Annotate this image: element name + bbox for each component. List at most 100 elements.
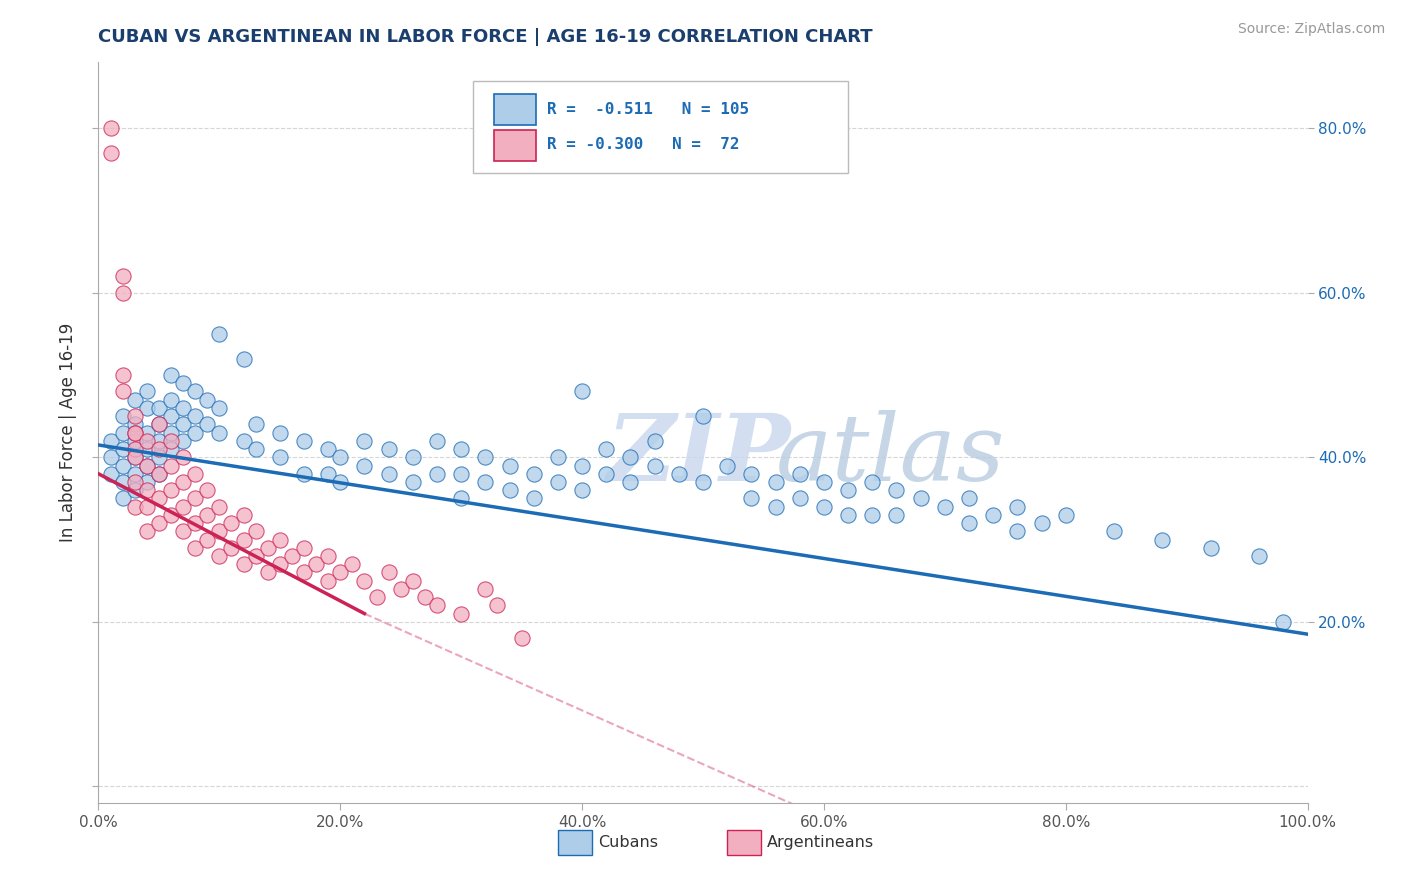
Point: [269, 533, 291, 547]
Point: [366, 590, 388, 604]
Point: [292, 467, 315, 481]
Point: [111, 384, 134, 399]
Point: [256, 566, 278, 580]
Point: [208, 500, 231, 514]
Point: [124, 417, 146, 432]
Point: [100, 450, 122, 465]
Text: R =  -0.511   N = 105: R = -0.511 N = 105: [547, 102, 749, 117]
Point: [100, 145, 122, 160]
Point: [135, 425, 157, 440]
Point: [1031, 516, 1053, 530]
Point: [377, 467, 399, 481]
Point: [837, 483, 859, 498]
Point: [474, 450, 496, 465]
Point: [644, 434, 666, 448]
Point: [208, 401, 231, 415]
Point: [184, 491, 207, 506]
Point: [450, 467, 472, 481]
Point: [148, 417, 170, 432]
Point: [692, 409, 714, 424]
Point: [184, 541, 207, 555]
Point: [135, 475, 157, 489]
Point: [148, 467, 170, 481]
Point: [148, 442, 170, 456]
Point: [292, 541, 315, 555]
Point: [195, 483, 218, 498]
Point: [111, 425, 134, 440]
Point: [740, 467, 762, 481]
Point: [111, 475, 134, 489]
Point: [934, 500, 956, 514]
Point: [245, 442, 267, 456]
Point: [789, 491, 811, 506]
Point: [160, 368, 183, 382]
Point: [957, 516, 980, 530]
Point: [595, 442, 617, 456]
Point: [644, 458, 666, 473]
Text: CUBAN VS ARGENTINEAN IN LABOR FORCE | AGE 16-19 CORRELATION CHART: CUBAN VS ARGENTINEAN IN LABOR FORCE | AG…: [98, 28, 873, 45]
Point: [426, 434, 449, 448]
Point: [148, 491, 170, 506]
Point: [208, 524, 231, 539]
Point: [765, 500, 787, 514]
Point: [523, 467, 546, 481]
Point: [160, 442, 183, 456]
Y-axis label: In Labor Force | Age 16-19: In Labor Force | Age 16-19: [59, 323, 77, 542]
Point: [111, 409, 134, 424]
Point: [184, 467, 207, 481]
Point: [329, 566, 352, 580]
FancyBboxPatch shape: [558, 830, 592, 855]
Point: [860, 508, 883, 522]
Text: Argentineans: Argentineans: [768, 835, 875, 849]
Point: [124, 409, 146, 424]
Point: [160, 458, 183, 473]
Text: R = -0.300   N =  72: R = -0.300 N = 72: [547, 137, 740, 153]
Point: [160, 392, 183, 407]
Point: [124, 467, 146, 481]
Point: [232, 434, 254, 448]
Point: [135, 458, 157, 473]
Point: [1249, 549, 1271, 563]
Point: [245, 417, 267, 432]
Point: [124, 392, 146, 407]
Point: [148, 516, 170, 530]
Point: [111, 491, 134, 506]
Point: [389, 582, 412, 596]
Point: [124, 483, 146, 498]
Point: [1199, 541, 1222, 555]
Point: [135, 458, 157, 473]
Point: [195, 533, 218, 547]
Point: [547, 450, 569, 465]
Point: [619, 475, 641, 489]
Point: [668, 467, 690, 481]
Point: [269, 450, 291, 465]
Point: [195, 508, 218, 522]
Point: [232, 533, 254, 547]
Point: [124, 450, 146, 465]
Point: [498, 483, 520, 498]
Point: [245, 549, 267, 563]
Point: [292, 566, 315, 580]
Point: [353, 434, 375, 448]
Point: [281, 549, 304, 563]
Point: [124, 425, 146, 440]
Point: [981, 508, 1004, 522]
Point: [837, 508, 859, 522]
Point: [124, 450, 146, 465]
Point: [426, 599, 449, 613]
Point: [172, 417, 194, 432]
Point: [135, 500, 157, 514]
Point: [1054, 508, 1077, 522]
Point: [1272, 615, 1295, 629]
Point: [184, 425, 207, 440]
Point: [160, 425, 183, 440]
Point: [172, 434, 194, 448]
Point: [160, 483, 183, 498]
Point: [316, 467, 339, 481]
Point: [740, 491, 762, 506]
Point: [221, 541, 243, 555]
Point: [377, 566, 399, 580]
Point: [232, 558, 254, 572]
Point: [510, 632, 533, 646]
Point: [910, 491, 932, 506]
